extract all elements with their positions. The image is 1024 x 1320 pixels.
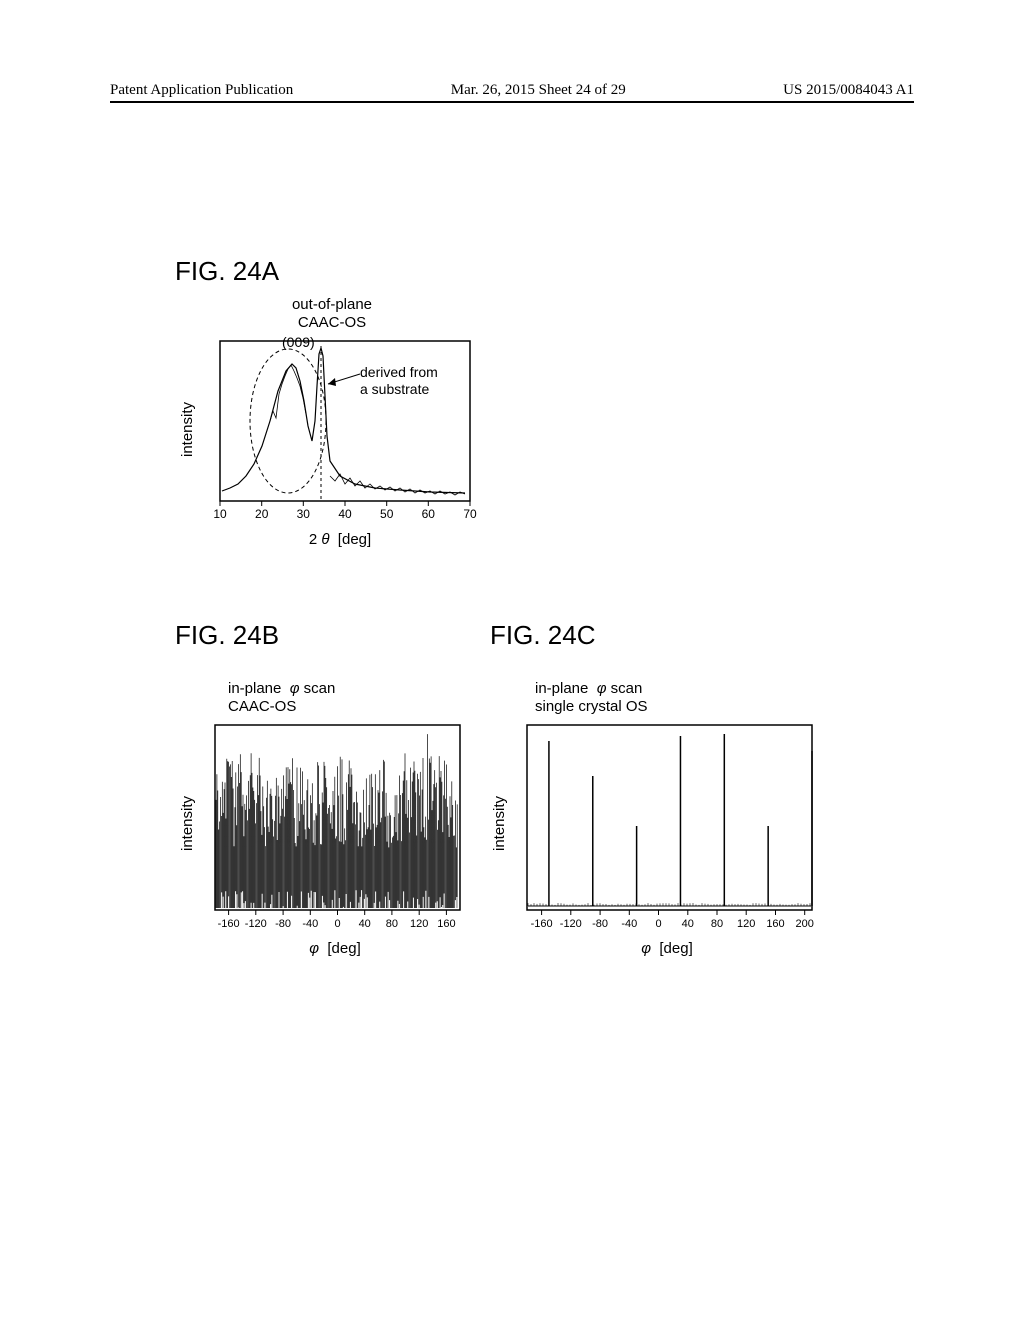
fig-24a-label: FIG. 24A	[175, 256, 279, 287]
fig-24c-chart: in-plane φ scan single crystal OS intens…	[490, 680, 830, 957]
svg-text:60: 60	[422, 507, 436, 521]
svg-text:-120: -120	[245, 918, 267, 930]
fig-24b-xlabel: φ [deg]	[200, 940, 470, 957]
svg-text:120: 120	[410, 918, 428, 930]
fig-24c-ylabel: intensity	[491, 796, 508, 851]
fig-24a-plot: 10 20 30 40 50 60 70	[200, 336, 480, 526]
svg-text:-160: -160	[531, 918, 553, 930]
svg-text:0: 0	[655, 918, 661, 930]
fig-24a-title-line1: out-of-plane	[292, 296, 372, 313]
header-left: Patent Application Publication	[110, 82, 293, 99]
svg-text:120: 120	[737, 918, 755, 930]
svg-text:-80: -80	[592, 918, 608, 930]
svg-text:20: 20	[255, 507, 269, 521]
fig-24a-annotation: derived from a substrate	[360, 364, 438, 398]
svg-text:0: 0	[334, 918, 340, 930]
fig-24b-title-line2: CAAC-OS	[228, 698, 296, 715]
fig-24b-title-line1: in-plane φ scan	[228, 680, 335, 697]
fig-24a-annot-line2: a substrate	[360, 381, 429, 397]
fig-24c-plot: -160 -120 -80 -40 0 40 80 120 160 200	[512, 720, 822, 935]
fig-24b-label: FIG. 24B	[175, 620, 279, 651]
svg-text:80: 80	[711, 918, 723, 930]
svg-text:40: 40	[682, 918, 694, 930]
svg-text:-160: -160	[218, 918, 240, 930]
header-right: US 2015/0084043 A1	[783, 82, 914, 99]
fig-24c-xlabel: φ [deg]	[512, 940, 822, 957]
fig-24a-title-line2: CAAC-OS	[298, 314, 366, 331]
svg-text:-120: -120	[560, 918, 582, 930]
svg-text:80: 80	[386, 918, 398, 930]
header-center: Mar. 26, 2015 Sheet 24 of 29	[451, 82, 626, 99]
svg-text:160: 160	[766, 918, 784, 930]
fig-24b-plot: -160 -120 -80 -40 0 40 80 120 160	[200, 720, 470, 935]
svg-text:10: 10	[213, 507, 227, 521]
svg-text:50: 50	[380, 507, 394, 521]
svg-text:-40: -40	[302, 918, 318, 930]
page-header: Patent Application Publication Mar. 26, …	[110, 82, 914, 103]
fig-24a-xlabel: 2 θ [deg]	[200, 531, 480, 548]
fig-24b-title: in-plane φ scan CAAC-OS	[228, 680, 478, 716]
fig-24a-peak-label: (009)	[282, 334, 315, 351]
fig-24b-ylabel: intensity	[179, 796, 196, 851]
svg-text:-80: -80	[275, 918, 291, 930]
fig-24b-chart: in-plane φ scan CAAC-OS intensity -160	[178, 680, 478, 957]
svg-text:160: 160	[437, 918, 455, 930]
fig-24a-ylabel: intensity	[179, 402, 196, 457]
fig-24c-title: in-plane φ scan single crystal OS	[535, 680, 830, 716]
svg-text:30: 30	[297, 507, 311, 521]
fig-24a-annot-line1: derived from	[360, 364, 438, 380]
svg-text:70: 70	[463, 507, 477, 521]
svg-text:-40: -40	[621, 918, 637, 930]
fig-24c-title-line1: in-plane φ scan	[535, 680, 642, 697]
fig-24c-title-line2: single crystal OS	[535, 698, 648, 715]
fig-24a-title: out-of-plane CAAC-OS	[182, 296, 482, 332]
svg-text:40: 40	[338, 507, 352, 521]
fig-24a-chart: out-of-plane CAAC-OS intensity	[182, 296, 482, 548]
fig-24c-label: FIG. 24C	[490, 620, 595, 651]
svg-text:200: 200	[796, 918, 814, 930]
svg-text:40: 40	[359, 918, 371, 930]
